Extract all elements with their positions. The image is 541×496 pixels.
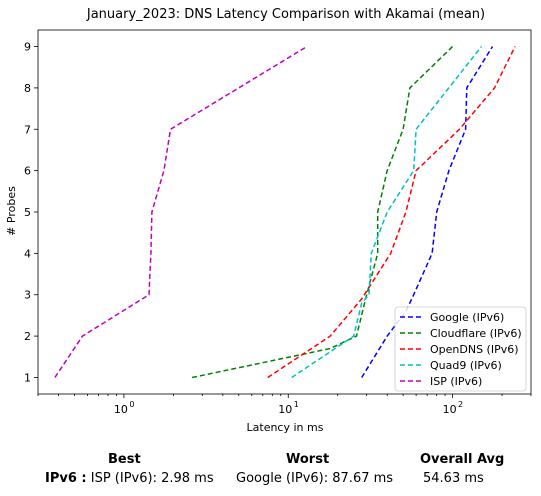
y-tick-label: 8: [24, 82, 31, 95]
summary-row-ipv6: IPv6 : ISP (IPv6): 2.98 ms: [45, 471, 214, 486]
x-axis-ticks: 10 0 10 1 10 2: [37, 394, 532, 416]
legend-label: ISP (IPv6): [430, 375, 482, 388]
y-axis-label: # Probes: [5, 186, 18, 236]
summary-header-best: Best: [108, 452, 141, 467]
legend-label: Quad9 (IPv6): [430, 359, 502, 372]
legend-label: Cloudflare (IPv6): [430, 327, 522, 340]
legend-box: [394, 306, 527, 392]
legend-label: OpenDNS (IPv6): [430, 343, 519, 356]
y-axis-ticks: 1 2 3 4 5 6 7 8 9: [24, 41, 38, 384]
x-axis-label: Latency in ms: [247, 421, 324, 434]
y-tick-label: 6: [24, 165, 31, 178]
y-tick-label: 4: [24, 247, 31, 260]
series-line-opendns: [267, 46, 516, 379]
x-tick-exponent: 1: [294, 400, 299, 409]
series-line-quad9: [291, 46, 483, 379]
y-tick-label: 9: [24, 41, 31, 54]
y-tick-label: 2: [24, 330, 31, 343]
series-line-cloudflare: [191, 45, 454, 379]
x-tick-label: 10: [443, 403, 457, 416]
summary-header-worst: Worst: [286, 452, 330, 467]
summary-row-label: IPv6 :: [45, 471, 87, 486]
y-tick-label: 5: [24, 206, 31, 219]
latency-chart: January_2023: DNS Latency Comparison wit…: [5, 7, 532, 434]
y-tick-label: 7: [24, 123, 31, 136]
x-tick-label: 10: [114, 403, 128, 416]
chart-title: January_2023: DNS Latency Comparison wit…: [86, 7, 485, 22]
summary-best-value: ISP (IPv6): 2.98 ms: [90, 471, 214, 486]
x-tick-exponent: 0: [129, 400, 134, 409]
series-line-isp: [54, 45, 308, 378]
summary-worst-value: Google (IPv6): 87.67 ms: [236, 471, 394, 486]
x-tick-label: 10: [278, 403, 292, 416]
summary-header-overall: Overall Avg: [420, 452, 505, 467]
chart-legend: Google (IPv6) Cloudflare (IPv6) OpenDNS (I…: [394, 306, 527, 392]
summary-overall-value: 54.63 ms: [423, 471, 484, 486]
y-tick-label: 3: [24, 289, 31, 302]
y-tick-label: 1: [24, 371, 31, 384]
legend-label: Google (IPv6): [430, 311, 504, 324]
x-tick-exponent: 2: [458, 400, 463, 409]
